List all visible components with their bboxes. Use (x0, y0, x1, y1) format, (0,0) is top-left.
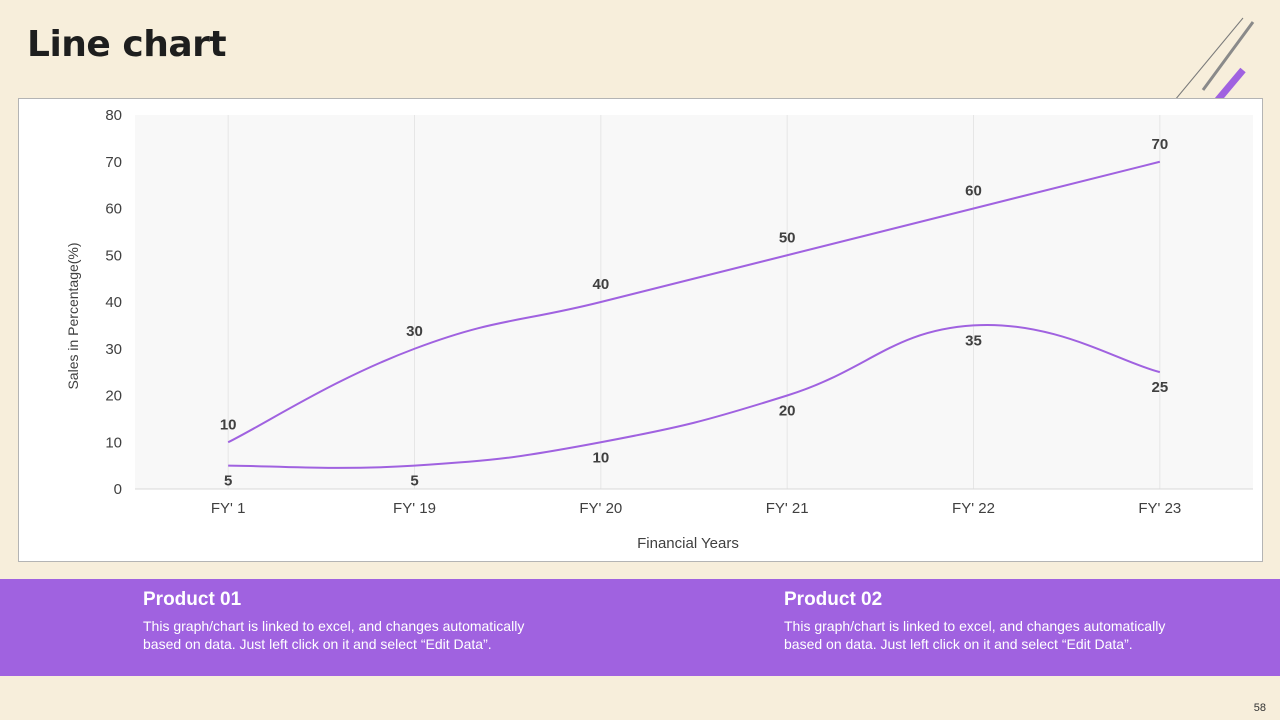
product-02-block: Product 02 This graph/chart is linked to… (784, 589, 1204, 653)
product-01-description: This graph/chart is linked to excel, and… (143, 618, 525, 652)
slide-title: Line chart (27, 24, 227, 65)
line-chart: 0 10 20 30 40 50 60 70 80 FY' 1 FY' 19 FY' 20 FY' 21… (65, 107, 1253, 552)
x-tick-label: FY' 22 (952, 500, 995, 517)
plot-area (135, 115, 1253, 489)
x-axis-title: Financial Years (637, 535, 739, 552)
series-1-line (227, 160, 1161, 444)
product-02-title: Product 02 (784, 589, 883, 610)
x-tick-label: FY' 19 (393, 500, 436, 517)
product-02-description: This graph/chart is linked to excel, and… (784, 618, 1166, 652)
y-axis-title: Sales in Percentage(%) (65, 242, 81, 389)
series-2-data-label: 25 (1151, 379, 1168, 396)
x-tick-label: FY' 20 (579, 500, 622, 517)
y-tick-label: 80 (105, 107, 122, 124)
x-tick-label: FY' 21 (766, 500, 809, 517)
series-1-data-label: 60 (965, 183, 982, 200)
y-tick-label: 70 (105, 154, 122, 171)
y-tick-label: 0 (114, 481, 122, 498)
products-band: Product 01 This graph/chart is linked to… (0, 579, 1280, 676)
y-tick-label: 50 (105, 247, 122, 264)
series-2-line (228, 323, 1161, 469)
product-01-block: Product 01 This graph/chart is linked to… (143, 589, 563, 653)
chart-frame[interactable]: 0 10 20 30 40 50 60 70 80 FY' 1 FY' 19 FY' 20 FY' 21… (18, 98, 1263, 562)
series-1-data-label: 10 (220, 416, 237, 433)
x-tick-label: FY' 23 (1138, 500, 1181, 517)
series-2-data-label: 5 (224, 473, 232, 490)
series-1-data-label: 50 (779, 229, 796, 246)
series-2-data-label: 5 (410, 473, 418, 490)
y-tick-label: 10 (105, 434, 122, 451)
y-tick-label: 40 (105, 294, 122, 311)
deco-line-gray (1201, 21, 1255, 91)
series-1-data-label: 40 (592, 276, 609, 293)
x-tick-label: FY' 1 (211, 500, 246, 517)
page-number: 58 (1253, 702, 1266, 714)
series-1-data-label: 30 (406, 323, 423, 340)
series-2-data-label: 10 (592, 449, 609, 466)
y-tick-label: 20 (105, 388, 122, 405)
y-tick-label: 60 (105, 201, 122, 218)
series-2-data-label: 35 (965, 332, 982, 349)
y-tick-label: 30 (105, 341, 122, 358)
series-1-data-label: 70 (1151, 136, 1168, 153)
deco-line-thin (1164, 17, 1244, 113)
series-2-data-label: 20 (779, 403, 796, 420)
product-01-title: Product 01 (143, 589, 242, 610)
